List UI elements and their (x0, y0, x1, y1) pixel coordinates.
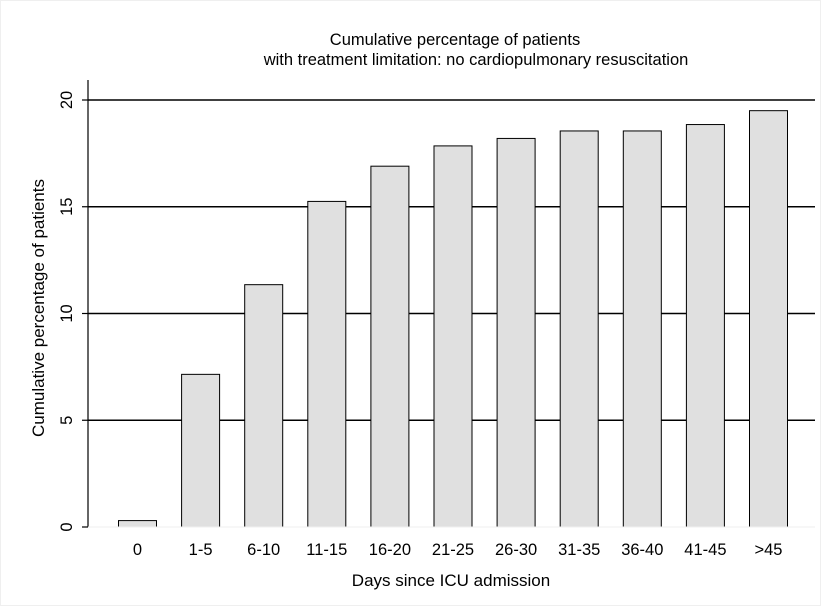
x-tick-label-26-30: 26-30 (495, 541, 537, 559)
bar-21-25 (433, 145, 473, 528)
x-tick-label-31-35: 31-35 (558, 541, 600, 559)
y-tick-label-10: 10 (58, 304, 76, 322)
x-tick-label-11-15: 11-15 (306, 541, 347, 559)
x-tick-labels: 0 1-5 6-10 11-15 16-20 21-25 26-30 31-35 36-40 41… (133, 541, 783, 559)
x-tick-label-41-45: 41-45 (684, 541, 726, 559)
x-tick-label-0: 0 (133, 541, 142, 559)
bar->45 (749, 110, 788, 528)
y-tick-label-0: 0 (58, 522, 76, 531)
y-tick-label-15: 15 (58, 198, 76, 216)
y-tick-label-20: 20 (58, 91, 76, 109)
bar-41-45 (685, 124, 725, 528)
x-axis-label: Days since ICU admission (352, 571, 550, 590)
x-tick-label-1-5: 1-5 (189, 541, 213, 559)
bar-0 (118, 520, 157, 528)
x-tick-label-21-25: 21-25 (432, 541, 474, 559)
y-axis-label: Cumulative percentage of patients (29, 179, 48, 437)
x-tick-label->45: >45 (755, 541, 783, 559)
bar-36-40 (622, 130, 662, 528)
bar-6-10 (244, 284, 284, 528)
bar-1-5 (181, 373, 221, 528)
y-ticks: 0 5 10 15 20 (58, 91, 88, 532)
bar-16-20 (370, 165, 410, 528)
x-tick-label-36-40: 36-40 (621, 541, 663, 559)
bar-26-30 (496, 137, 536, 528)
chart-title-line-2: with treatment limitation: no cardiopulm… (263, 51, 689, 69)
x-tick-label-16-20: 16-20 (369, 541, 411, 559)
bar-11-15 (307, 200, 347, 528)
bar-31-35 (559, 130, 599, 528)
x-tick-label-6-10: 6-10 (247, 541, 280, 559)
chart-title-line-1: Cumulative percentage of patients (330, 31, 580, 49)
y-tick-label-5: 5 (58, 416, 76, 425)
